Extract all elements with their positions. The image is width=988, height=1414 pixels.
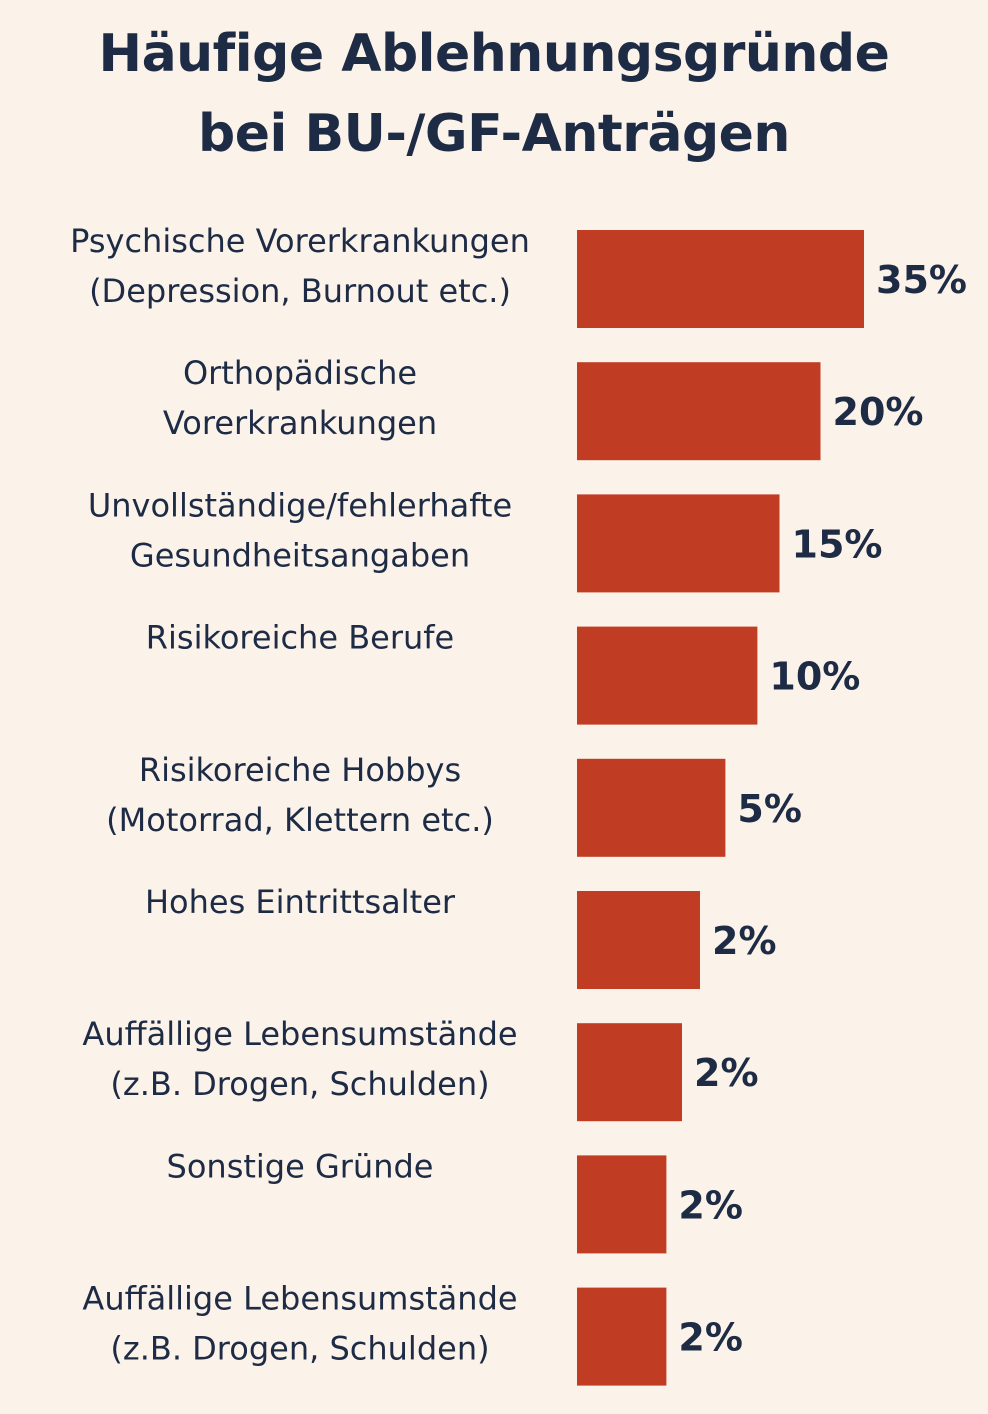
category-label-line: (z.B. Drogen, Schulden) bbox=[110, 1065, 489, 1103]
category-label-line: (z.B. Drogen, Schulden) bbox=[110, 1330, 489, 1368]
bar-group: 2% Hohes Eintrittsalter bbox=[145, 883, 777, 989]
category-label: Hohes Eintrittsalter bbox=[145, 883, 456, 921]
bar-value-label: 35% bbox=[876, 258, 967, 302]
bar-group: 5% Risikoreiche Hobbys (Motorrad, Klettern… bbox=[106, 751, 802, 857]
bar-value-label: 20% bbox=[833, 390, 924, 434]
bar-value-label: 2% bbox=[694, 1051, 759, 1095]
category-label-line: Vorerkrankungen bbox=[163, 404, 437, 442]
category-label-line: Unvollständige/fehlerhafte bbox=[88, 486, 512, 524]
category-label-line: Auffällige Lebensumstände bbox=[82, 1015, 517, 1053]
category-label-line: Auffällige Lebensumstände bbox=[82, 1280, 517, 1318]
bar-value-label: 5% bbox=[737, 787, 802, 831]
bar-group: 35% Psychische Vorerkrankungen (Depression… bbox=[70, 222, 967, 328]
category-label-line: Risikoreiche Hobbys bbox=[139, 751, 461, 789]
category-label: Sonstige Gründe bbox=[167, 1147, 434, 1185]
bar bbox=[577, 230, 864, 328]
category-label-line: Gesundheitsangaben bbox=[130, 536, 470, 574]
category-label: Psychische Vorerkrankungen (Depression, B… bbox=[70, 222, 530, 310]
bar-group: 2% Auffällige Lebensumstände (z.B. Drogen,… bbox=[82, 1015, 759, 1122]
bar bbox=[577, 1023, 682, 1122]
bar-group: 2% Auffällige Lebensumstände (z.B. Drogen,… bbox=[82, 1280, 743, 1386]
bar-group: 15% Unvollständige/fehlerhafte Gesundheits… bbox=[88, 486, 883, 593]
category-label-line: Sonstige Gründe bbox=[167, 1147, 434, 1185]
bar bbox=[577, 1155, 667, 1254]
bar bbox=[577, 494, 780, 593]
bar-value-label: 2% bbox=[678, 1183, 743, 1227]
bar-group: 2% Sonstige Gründe bbox=[167, 1147, 743, 1254]
bar bbox=[577, 758, 726, 857]
category-label-line: (Depression, Burnout etc.) bbox=[89, 272, 511, 310]
category-label: Orthopädische Vorerkrankungen bbox=[163, 354, 437, 442]
category-label: Unvollständige/fehlerhafte Gesundheitsang… bbox=[88, 486, 512, 574]
bar bbox=[577, 362, 821, 461]
bar-group: 20% Orthopädische Vorerkrankungen bbox=[163, 354, 924, 461]
category-label-line: (Motorrad, Klettern etc.) bbox=[106, 801, 494, 839]
chart-title-line-1: Häufige Ablehnungsgründe bbox=[98, 24, 890, 84]
category-label-line: Orthopädische bbox=[183, 354, 417, 392]
category-label: Risikoreiche Hobbys (Motorrad, Klettern e… bbox=[106, 751, 494, 839]
bar-group: 10% Risikoreiche Berufe bbox=[146, 619, 860, 725]
bar-value-label: 10% bbox=[769, 655, 860, 699]
bar-value-label: 2% bbox=[712, 919, 777, 963]
category-label: Auffällige Lebensumstände (z.B. Drogen, S… bbox=[82, 1280, 517, 1368]
category-label: Auffällige Lebensumstände (z.B. Drogen, S… bbox=[82, 1015, 517, 1103]
bar bbox=[577, 891, 700, 989]
chart-title-line-2: bei BU-/GF-Anträgen bbox=[198, 104, 790, 164]
bar-value-label: 15% bbox=[792, 522, 883, 566]
category-label: Risikoreiche Berufe bbox=[146, 619, 454, 657]
category-label-line: Hohes Eintrittsalter bbox=[145, 883, 456, 921]
bar bbox=[577, 1287, 667, 1386]
bar-value-label: 2% bbox=[678, 1316, 743, 1360]
chart-title: Häufige Ablehnungsgründe bei BU-/GF-Antr… bbox=[0, 14, 988, 174]
category-label-line: Risikoreiche Berufe bbox=[146, 619, 454, 657]
category-label-line: Psychische Vorerkrankungen bbox=[70, 222, 530, 260]
bar bbox=[577, 626, 758, 725]
